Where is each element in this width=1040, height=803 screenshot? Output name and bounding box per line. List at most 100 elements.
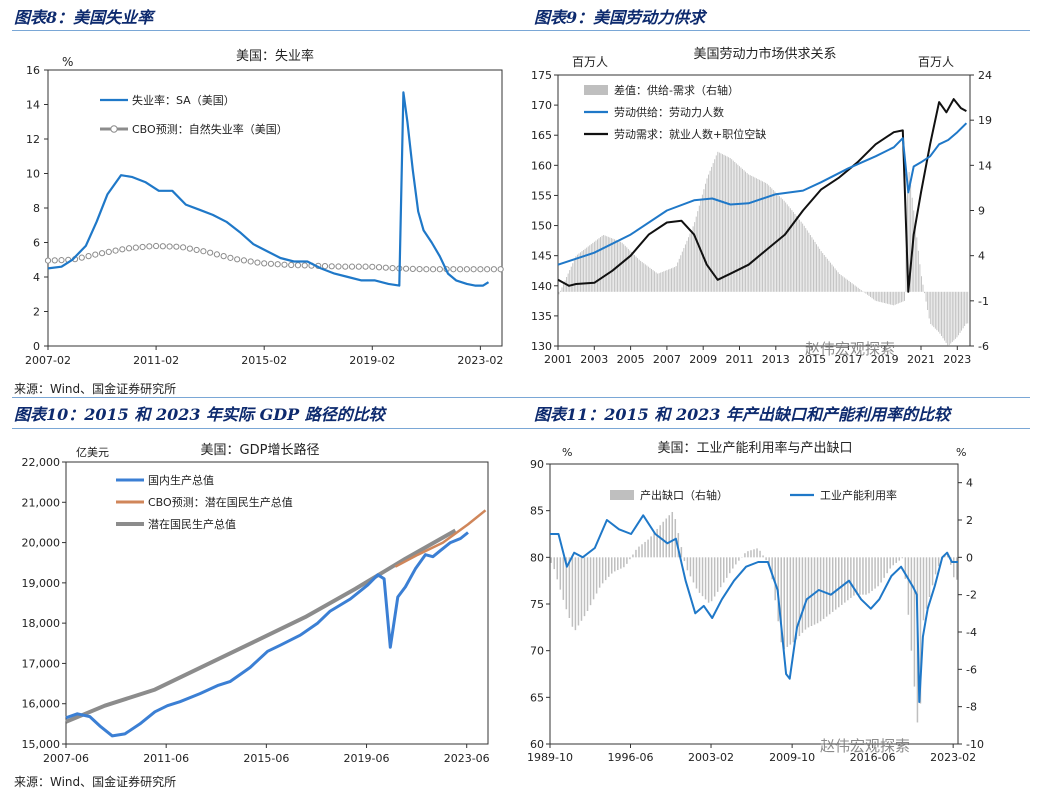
c9-bar [837,272,839,292]
c11-bar [704,557,707,600]
c11-bar [919,557,922,704]
c9-bar [705,183,706,292]
c8-cbo-marker [477,266,484,273]
c11-bar [862,557,864,595]
c9-bar [635,256,637,292]
c11-ytick-right-label: -4 [966,626,977,639]
c9-bar [880,291,882,303]
c9-bar [868,291,870,296]
c11-bar [819,557,822,622]
c9-bar [808,232,810,292]
c9-bar [621,242,623,292]
c9-bar [820,251,822,292]
c8-cbo-marker [288,261,295,269]
c9-bar [569,270,571,292]
c9-bar [853,284,855,292]
c11-xtick-label: 2023-02 [930,751,976,764]
c8-cbo-marker [457,266,464,273]
c9-bar [788,206,790,292]
c9-bar [564,280,566,292]
c11-bar [580,557,583,621]
c9-bar [928,291,930,319]
c9-bar [902,291,904,302]
c8-unemployment-line [47,91,490,287]
c11-legend-swatch-1 [610,490,634,500]
c9-bar [632,253,634,292]
c9-bar [828,260,830,292]
c11-bar [847,557,849,601]
c9-bar [890,291,892,305]
c9-ytick-left-label: 155 [531,189,552,202]
c8-cbo-marker [416,266,423,273]
c9-legend-swatch-1 [584,85,608,95]
c9-xtick-label: 2005 [617,353,645,366]
c9-bar [700,200,702,292]
c11-bar [928,557,931,597]
c8-cbo-marker [423,266,430,273]
c8-cbo-marker [463,266,470,273]
c9-bar [697,211,699,292]
c11-bar [659,525,661,558]
c9-bar [680,255,682,292]
c9-bar [954,291,956,339]
c9-bar [885,291,887,304]
c10-ytick-label: 21,000 [22,496,61,509]
c11-bar [753,549,755,558]
c9-bar [711,166,713,292]
mid-rule-2 [12,428,1030,429]
c9-bar [701,194,703,292]
c9-bar [694,222,696,292]
c9-bar [738,166,740,292]
c9-ytick-left-label: 175 [531,69,552,82]
c9-bar [712,163,714,292]
c9-bar [717,151,719,292]
c11-xtick-label: 1989-10 [527,751,573,764]
c9-bar [876,291,878,302]
c11-bar [735,557,737,565]
c9-bar [677,262,679,292]
c9-bar [863,291,865,293]
c11-bar [553,557,555,570]
c11-bar [692,557,695,583]
c9-bar [811,237,813,292]
c9-bar [620,241,622,292]
c11-bar [586,557,589,611]
c8-cbo-marker [44,257,52,264]
c11-bar [856,557,858,595]
c9-bar [802,223,804,292]
c9-bar [856,286,858,292]
c9-ytick-left-label: 135 [531,310,552,323]
chart10-header: 图表10：2015 和 2023 年实际 GDP 路径的比较 [14,405,385,424]
c11-bar [744,553,746,558]
c9-bar [644,264,646,292]
c8-ytick-label: 14 [26,99,40,112]
c9-ytick-right-label: 9 [978,205,985,218]
c9-bar [734,162,736,292]
c9-bar [836,270,838,292]
c9-bar [893,291,895,306]
c8-cbo-marker [497,266,504,273]
c11-bar [598,557,601,588]
c11-bar [668,515,671,558]
c9-bar [723,154,725,292]
c11-bar [913,557,916,687]
c11-bar [886,557,888,574]
c11-bar [810,557,813,627]
c9-bar [964,291,966,326]
c8-cbo-marker [261,260,268,267]
source-note-top: 来源：Wind、国金证券研究所 [14,382,177,396]
c11-bar [632,554,634,558]
c9-bar [586,247,588,292]
c11-ytick-right-label: -10 [966,738,984,751]
c9-bar [601,235,603,292]
c9-bar [870,291,871,298]
c10-ytick-label: 16,000 [22,698,61,711]
c11-bar [683,557,686,562]
c9-bar [615,239,617,292]
c11-bar [895,557,898,563]
c9-xtick-label: 2009 [689,353,717,366]
c9-bar [865,291,867,294]
c9-xtick-label: 2019 [871,353,899,366]
c9-bar [667,269,669,292]
c11-bar [577,557,580,626]
